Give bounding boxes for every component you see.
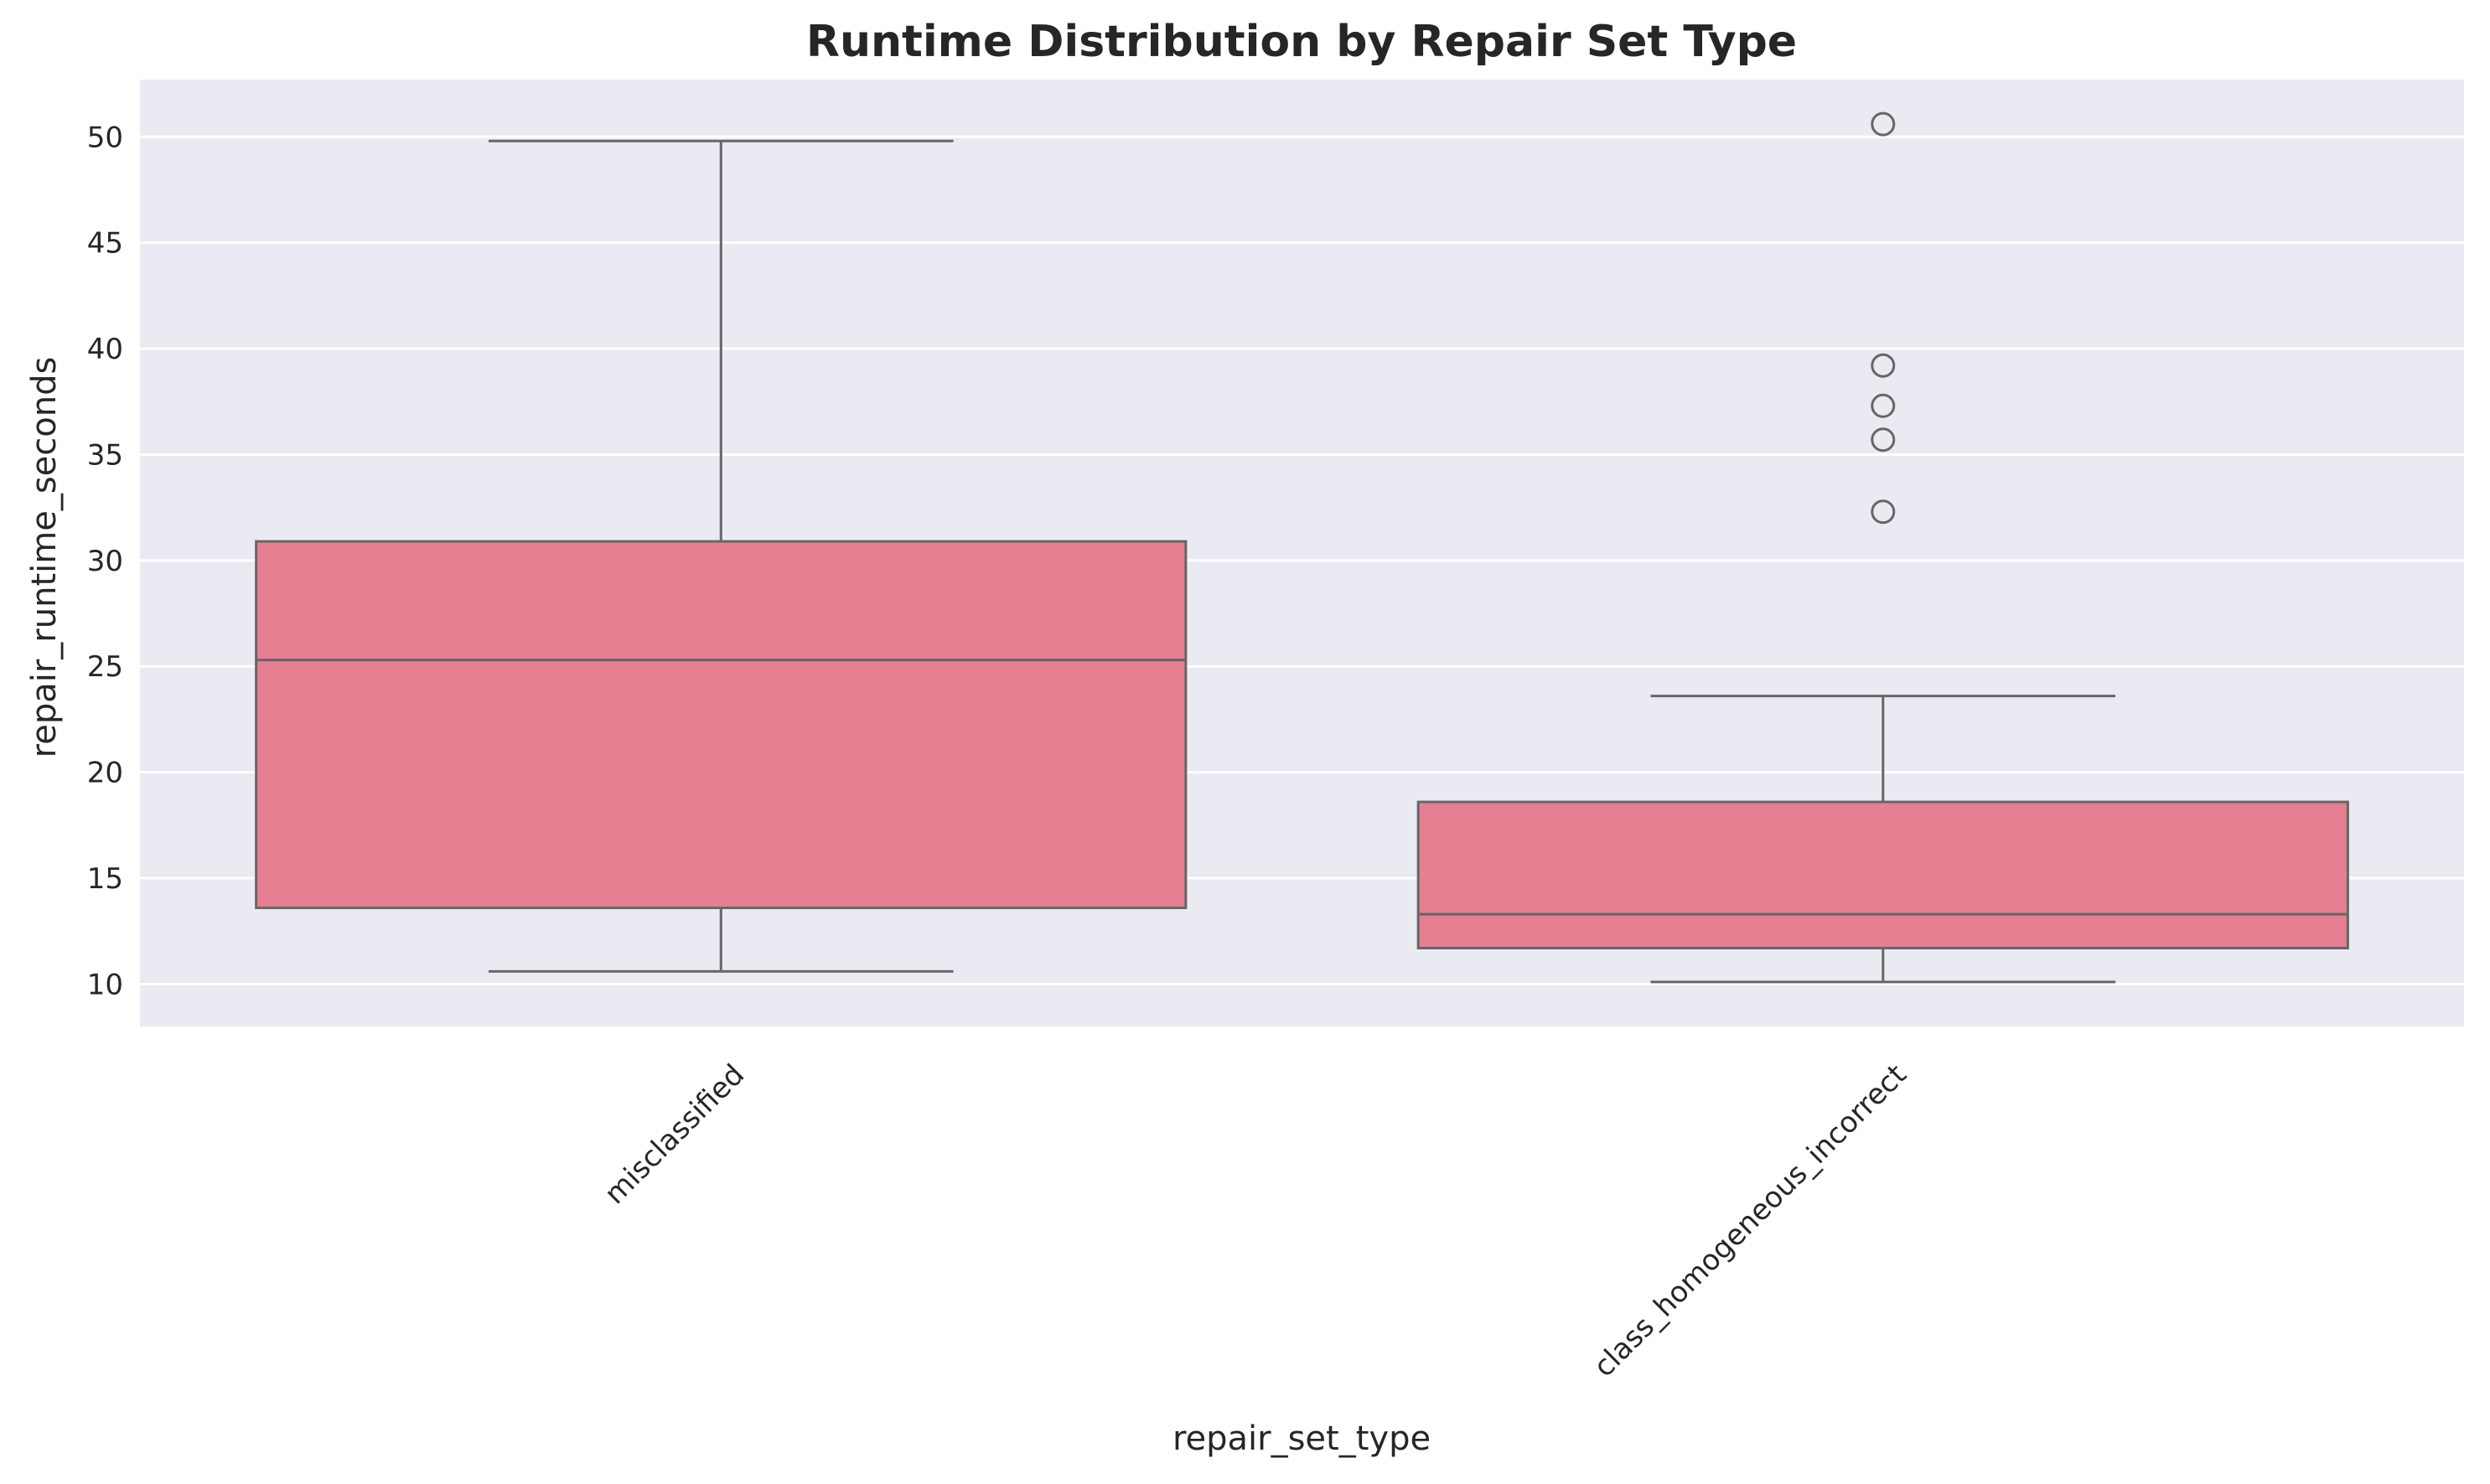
y-tick-label: 45 xyxy=(87,227,123,261)
x-tick-label: misclassified xyxy=(598,1058,751,1211)
outlier-point xyxy=(1871,353,1896,378)
y-tick-label: 50 xyxy=(87,121,123,154)
y-tick-label: 25 xyxy=(87,650,123,684)
x-axis-label: repair_set_type xyxy=(1173,1419,1431,1458)
y-tick-label: 15 xyxy=(87,862,123,896)
y-tick-label: 40 xyxy=(87,333,123,366)
y-tick-label: 20 xyxy=(87,757,123,790)
box-group-misclassified xyxy=(255,139,1188,973)
x-tick-labels: misclassified class_homogeneous_incorrect xyxy=(598,1058,1913,1384)
y-tick-labels: 10 15 20 25 30 35 40 45 50 xyxy=(87,121,123,1001)
y-tick-label: 30 xyxy=(87,545,123,578)
y-axis-label: repair_runtime_seconds xyxy=(25,357,64,758)
box-group-class_homogeneous_incorrect xyxy=(1416,111,2349,984)
outlier-point xyxy=(1871,111,1896,137)
y-tick-label: 10 xyxy=(87,968,123,1001)
outlier-point xyxy=(1871,499,1896,525)
box-plots xyxy=(255,111,2349,984)
iqr-box xyxy=(1416,800,2349,949)
outlier-point xyxy=(1871,393,1896,418)
chart-title: Runtime Distribution by Repair Set Type xyxy=(806,17,1797,67)
y-tick-label: 35 xyxy=(87,438,123,472)
x-tick-label: class_homogeneous_incorrect xyxy=(1587,1058,1913,1384)
iqr-box xyxy=(255,540,1188,909)
outlier-point xyxy=(1871,427,1896,452)
